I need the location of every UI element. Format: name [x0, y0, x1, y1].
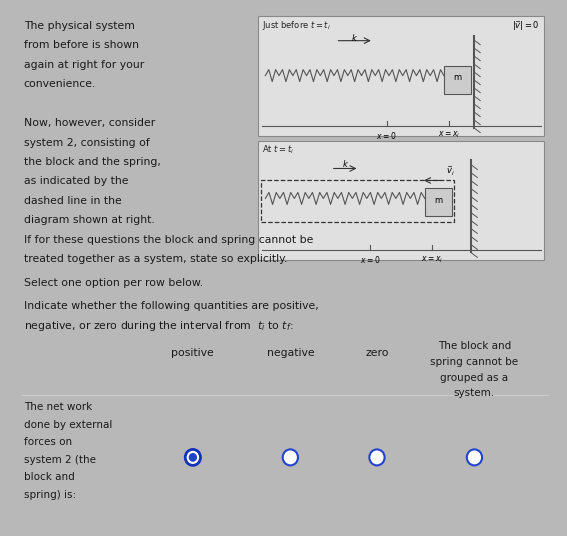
Text: dashed line in the: dashed line in the [24, 196, 121, 206]
Text: done by external: done by external [24, 420, 112, 430]
Text: treated together as a system, state so explicitly.: treated together as a system, state so e… [24, 255, 287, 264]
Text: spring cannot be: spring cannot be [430, 356, 518, 367]
Text: the block and the spring,: the block and the spring, [24, 157, 160, 167]
Text: k: k [352, 34, 357, 43]
Circle shape [189, 453, 197, 462]
Bar [444, 65, 471, 94]
Text: zero: zero [365, 347, 389, 358]
Text: Indicate whether the following quantities are positive,: Indicate whether the following quantitie… [24, 301, 319, 311]
Circle shape [283, 449, 298, 465]
Text: m: m [434, 196, 442, 205]
Text: The net work: The net work [24, 403, 92, 413]
Text: The block and: The block and [438, 340, 511, 351]
Text: from before is shown: from before is shown [24, 40, 139, 50]
Text: convenience.: convenience. [24, 79, 96, 89]
Text: m: m [453, 73, 462, 82]
Text: system 2, consisting of: system 2, consisting of [24, 138, 150, 147]
Circle shape [467, 449, 482, 465]
Text: If for these questions the block and spring cannot be: If for these questions the block and spr… [24, 235, 313, 245]
Text: The physical system: The physical system [24, 21, 134, 31]
Text: Select one option per row below.: Select one option per row below. [24, 278, 203, 288]
Text: block and: block and [24, 472, 74, 482]
Text: negative: negative [266, 347, 314, 358]
Bar [257, 16, 544, 136]
Text: grouped as a: grouped as a [441, 373, 509, 383]
Text: as indicated by the: as indicated by the [24, 176, 128, 187]
Bar [261, 181, 454, 222]
Text: k: k [342, 160, 348, 169]
Text: forces on: forces on [24, 437, 72, 448]
Text: diagram shown at right.: diagram shown at right. [24, 215, 154, 226]
Text: again at right for your: again at right for your [24, 59, 144, 70]
Bar [425, 189, 451, 217]
Text: Now, however, consider: Now, however, consider [24, 118, 155, 128]
Circle shape [185, 449, 201, 465]
Text: $x=x_i$: $x=x_i$ [438, 130, 460, 140]
Text: positive: positive [171, 347, 214, 358]
Text: $|\vec{v}|=0$: $|\vec{v}|=0$ [512, 19, 539, 33]
Text: spring) is:: spring) is: [24, 490, 76, 500]
Text: At $t=t_i$: At $t=t_i$ [263, 144, 295, 156]
Text: $\vec{v}_i$: $\vec{v}_i$ [446, 165, 455, 178]
Text: Just before $t=t_i$: Just before $t=t_i$ [263, 19, 331, 32]
Text: system 2 (the: system 2 (the [24, 455, 96, 465]
Text: negative, or zero during the interval from  $t_i$ to $t_f$:: negative, or zero during the interval fr… [24, 318, 293, 333]
Text: $x=x_i$: $x=x_i$ [421, 255, 443, 265]
Text: $x=0$: $x=0$ [376, 130, 397, 140]
Bar [257, 140, 544, 260]
Text: $x=0$: $x=0$ [360, 255, 380, 265]
Text: system.: system. [454, 389, 495, 398]
Circle shape [369, 449, 384, 465]
